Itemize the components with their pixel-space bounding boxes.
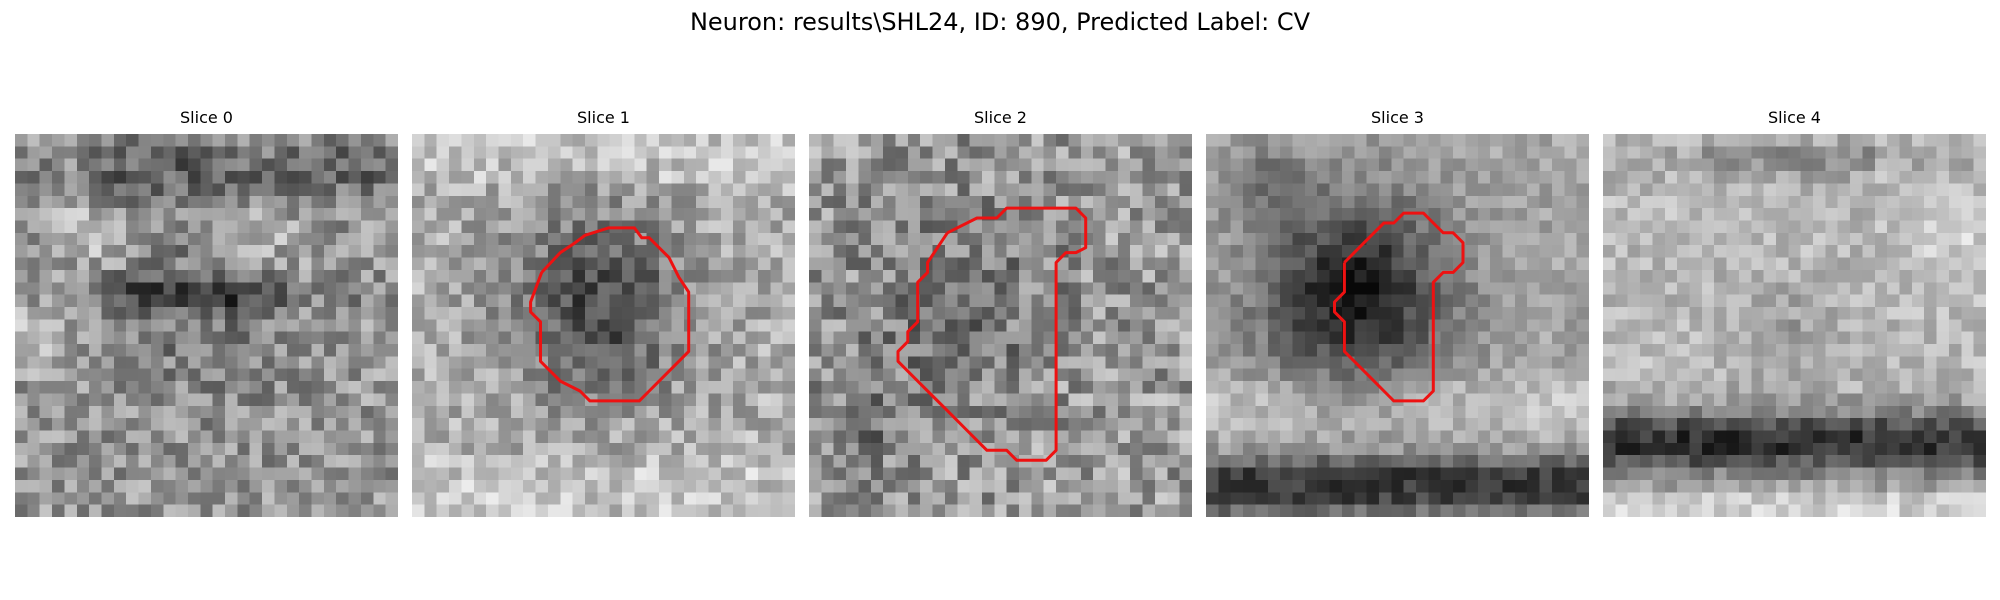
- panel-title: Slice 0: [180, 108, 233, 127]
- slice-image: [412, 134, 795, 517]
- panel-slice-1: Slice 1: [412, 104, 795, 517]
- pixel-grid: [1206, 134, 1589, 517]
- panel-title: Slice 3: [1371, 108, 1424, 127]
- pixel-grid: [1603, 134, 1986, 517]
- panel-title: Slice 1: [577, 108, 630, 127]
- panel-slice-2: Slice 2: [809, 104, 1192, 517]
- panel-slice-3: Slice 3: [1206, 104, 1589, 517]
- panel-slice-0: Slice 0: [15, 104, 398, 517]
- segmentation-contour: [896, 206, 1088, 462]
- slice-image: [1603, 134, 1986, 517]
- segmentation-contour: [1333, 211, 1465, 403]
- pixel-grid: [15, 134, 398, 517]
- panel-slice-4: Slice 4: [1603, 104, 1986, 517]
- segmentation-contour: [529, 226, 691, 403]
- figure-title: Neuron: results\SHL24, ID: 890, Predicte…: [689, 8, 1311, 36]
- slice-image: [15, 134, 398, 517]
- panel-title: Slice 2: [974, 108, 1027, 127]
- slice-image: [1206, 134, 1589, 517]
- pixel-grid: [809, 134, 1192, 517]
- pixel-grid: [412, 134, 795, 517]
- panel-title: Slice 4: [1768, 108, 1821, 127]
- slice-image: [809, 134, 1192, 517]
